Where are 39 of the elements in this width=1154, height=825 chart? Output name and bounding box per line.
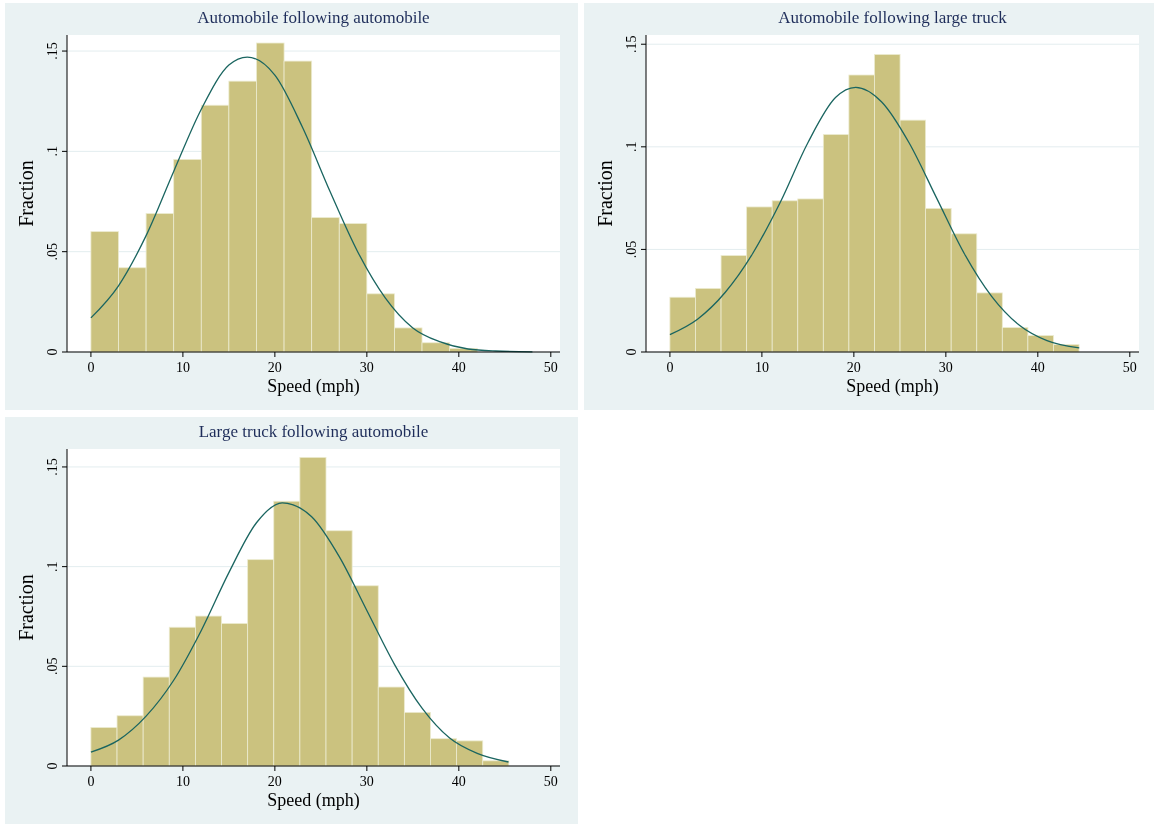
- chart-title: Automobile following large truck: [778, 8, 1008, 27]
- y-tick-label: .1: [624, 141, 639, 153]
- x-tick-label: 50: [543, 774, 558, 789]
- y-axis-title: Fraction: [594, 160, 616, 227]
- x-tick-label: 0: [87, 774, 95, 789]
- x-tick-label: 50: [1122, 360, 1137, 375]
- x-tick-label: 10: [175, 774, 190, 789]
- x-tick-label: 20: [267, 360, 282, 375]
- x-axis-title: Speed (mph): [267, 790, 360, 811]
- x-tick-label: 40: [1030, 360, 1045, 375]
- x-axis-title: Speed (mph): [846, 376, 939, 397]
- chart-title: Automobile following automobile: [197, 8, 430, 27]
- y-tick-label: .05: [45, 242, 60, 261]
- y-tick-label: 0: [624, 348, 639, 356]
- x-tick-label: 30: [938, 360, 953, 375]
- y-tick-label: .05: [624, 240, 639, 259]
- y-tick-label: .05: [45, 657, 60, 676]
- x-tick-label: 10: [754, 360, 769, 375]
- x-tick-label: 10: [175, 360, 190, 375]
- y-axis-title: Fraction: [15, 160, 37, 227]
- x-tick-label: 40: [451, 774, 466, 789]
- y-tick-label: .1: [45, 146, 60, 157]
- y-tick-label: .15: [45, 458, 60, 476]
- x-tick-label: 50: [543, 360, 558, 375]
- y-tick-label: 0: [45, 348, 60, 356]
- x-tick-label: 30: [359, 360, 374, 375]
- x-tick-label: 40: [451, 360, 466, 375]
- y-tick-label: .1: [45, 561, 60, 572]
- chart-title: Large truck following automobile: [198, 422, 429, 441]
- y-axis-title: Fraction: [15, 574, 37, 641]
- x-tick-label: 20: [267, 774, 282, 789]
- x-axis-title: Speed (mph): [267, 376, 360, 397]
- x-tick-label: 0: [666, 360, 674, 375]
- x-tick-label: 30: [359, 774, 374, 789]
- y-tick-label: .15: [624, 35, 639, 53]
- x-tick-label: 20: [846, 360, 861, 375]
- x-tick-label: 0: [87, 360, 95, 375]
- y-tick-label: .15: [45, 42, 60, 60]
- y-tick-label: 0: [45, 762, 60, 770]
